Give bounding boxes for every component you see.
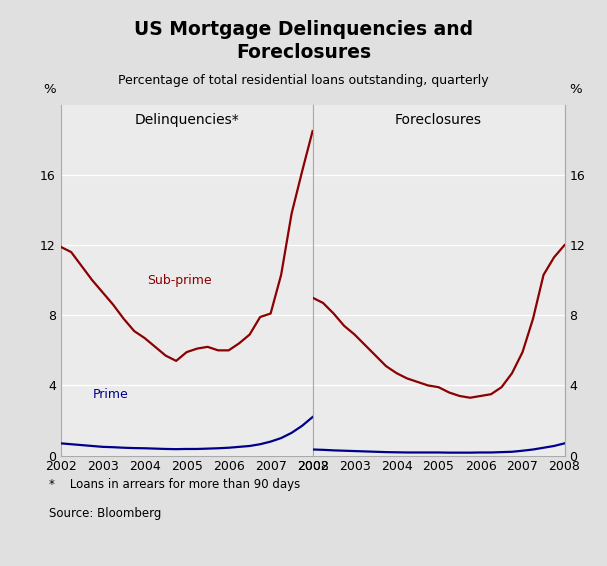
Text: Source: Bloomberg: Source: Bloomberg <box>49 507 161 520</box>
Text: Delinquencies*: Delinquencies* <box>134 114 239 127</box>
Text: Prime: Prime <box>93 388 129 401</box>
Text: Percentage of total residential loans outstanding, quarterly: Percentage of total residential loans ou… <box>118 74 489 87</box>
Text: *    Loans in arrears for more than 90 days: * Loans in arrears for more than 90 days <box>49 478 300 491</box>
Text: Foreclosures: Foreclosures <box>395 114 482 127</box>
Text: Sub-prime: Sub-prime <box>147 274 211 286</box>
Text: %: % <box>569 83 582 96</box>
Text: US Mortgage Delinquencies and
Foreclosures: US Mortgage Delinquencies and Foreclosur… <box>134 20 473 62</box>
Text: %: % <box>43 83 56 96</box>
